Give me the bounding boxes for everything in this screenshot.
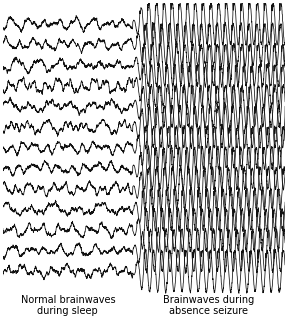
- Text: Brainwaves during
absence seizure: Brainwaves during absence seizure: [163, 295, 255, 316]
- Text: Normal brainwaves
during sleep: Normal brainwaves during sleep: [20, 295, 115, 316]
